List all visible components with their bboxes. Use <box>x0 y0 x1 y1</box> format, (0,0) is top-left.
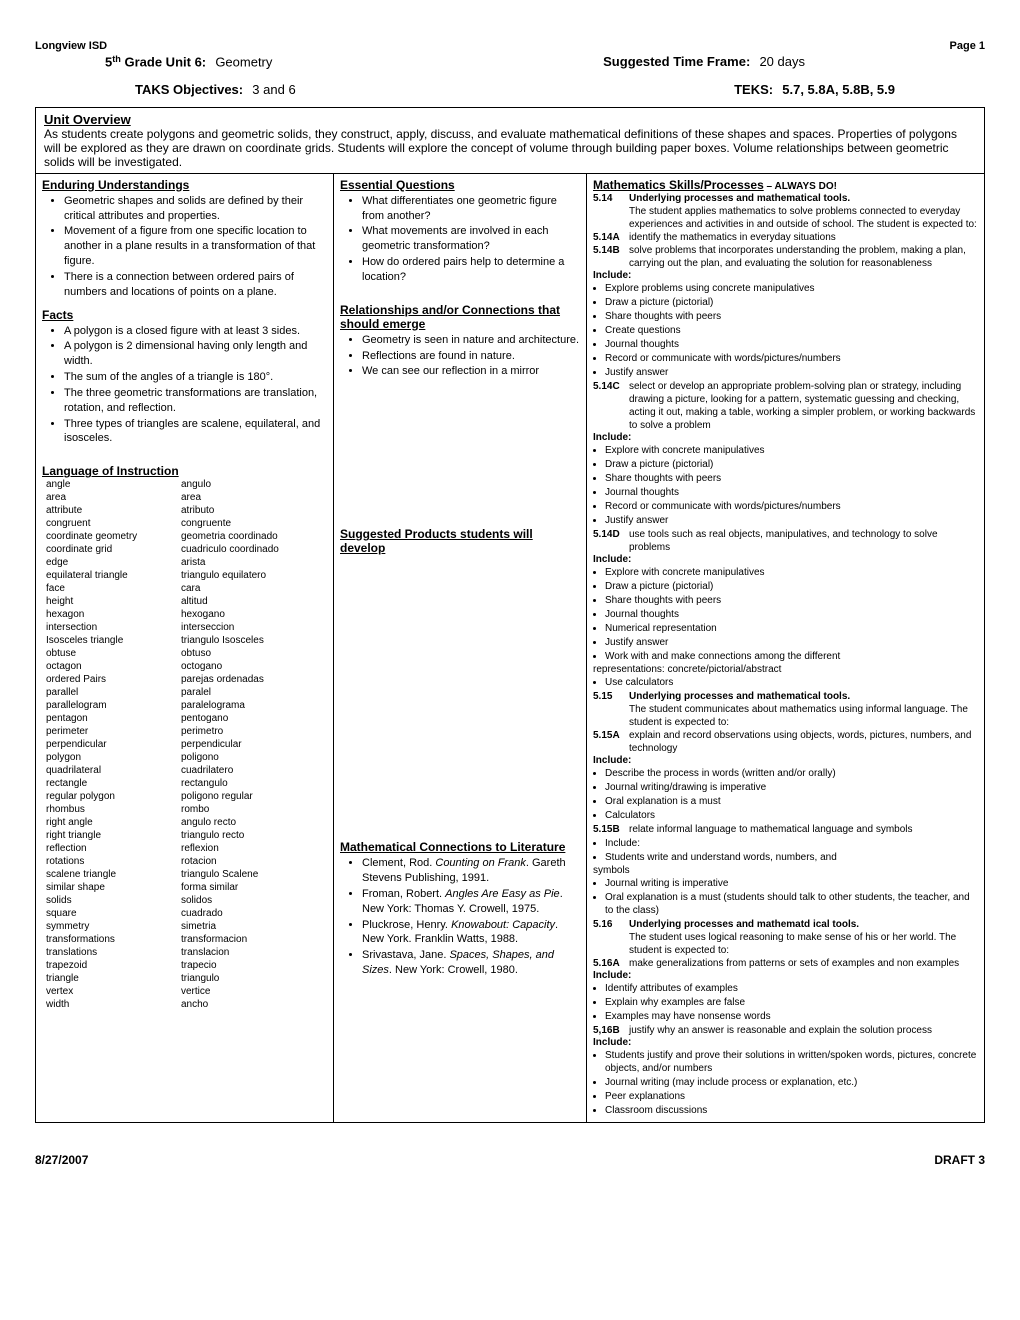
footer-draft: DRAFT 3 <box>934 1153 985 1167</box>
column-1: Enduring Understandings Geometric shapes… <box>36 174 334 1122</box>
footer-date: 8/27/2007 <box>35 1153 88 1167</box>
column-3: Mathematics Skills/Processes – ALWAYS DO… <box>587 174 984 1122</box>
page-num: Page 1 <box>950 40 985 52</box>
unit-title: 5th Grade Unit 6: Geometry <box>35 54 272 70</box>
overview: Unit Overview As students create polygon… <box>36 108 984 174</box>
time-frame: Suggested Time Frame: 20 days <box>603 54 985 70</box>
main-box: Unit Overview As students create polygon… <box>35 107 985 1123</box>
taks: TAKS Objectives: 3 and 6 <box>35 82 296 97</box>
teks: TEKS: 5.7, 5.8A, 5.8B, 5.9 <box>734 82 985 97</box>
district: Longview ISD <box>35 40 107 52</box>
column-2: Essential Questions What differentiates … <box>334 174 587 1122</box>
